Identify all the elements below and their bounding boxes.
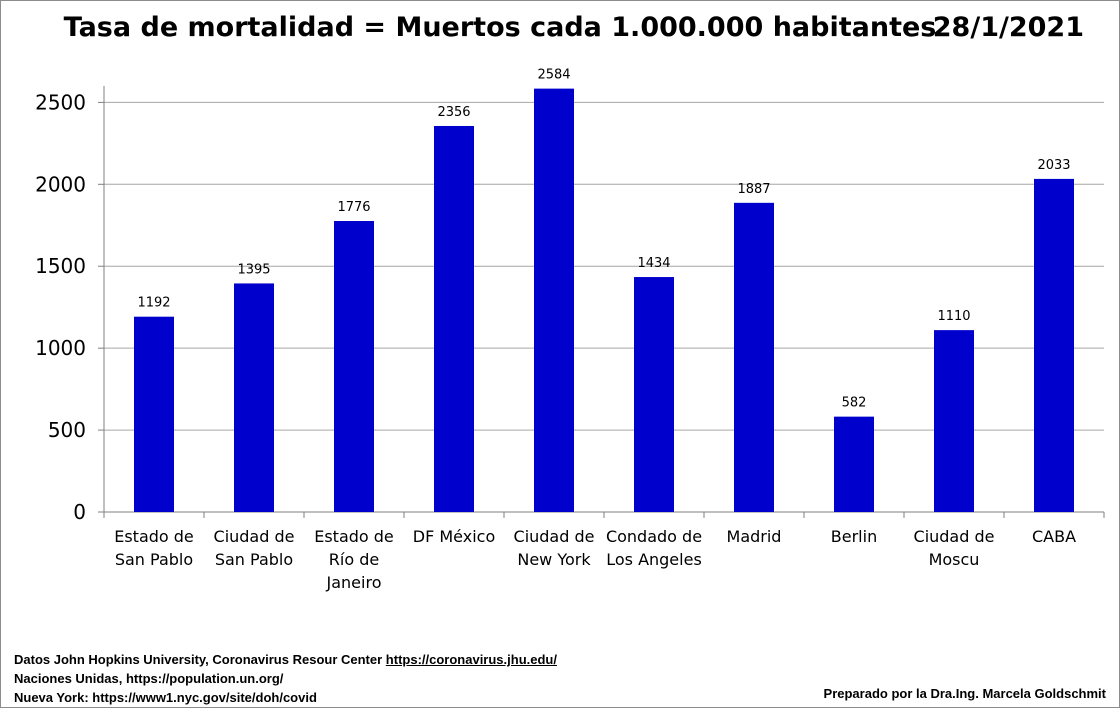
bar [834,416,874,512]
data-label: 1192 [137,296,170,311]
chart-title: Tasa de mortalidad = Muertos cada 1.000.… [63,12,937,43]
x-tick-label: Ciudad de Moscu [914,527,995,569]
source-jhu: Datos John Hopkins University, Coronavir… [14,652,386,667]
data-label: 1776 [337,200,370,215]
data-label: 1887 [737,182,770,197]
bar [934,330,974,512]
source-line-1: Datos John Hopkins University, Coronavir… [14,650,557,669]
bar [434,125,474,513]
y-tick-label: 2500 [35,90,86,114]
x-tick-label: Berlin [831,527,877,546]
x-tick-label: Estado de San Pablo [114,527,194,569]
x-tick-label: Estado de Río de Janeiro [314,527,394,592]
source-line-2: Naciones Unidas, https://population.un.o… [14,671,284,686]
source-jhu-link[interactable]: https://coronavirus.jhu.edu/ [385,652,557,667]
author-credit: Preparado por la Dra.Ing. Marcela Goldsc… [823,686,1106,701]
x-tick-label: Madrid [727,527,782,546]
x-tick-label: Condado de Los Angeles [606,527,702,569]
bar [1034,178,1074,513]
y-tick-label: 500 [48,418,86,442]
y-tick-label: 1500 [35,254,86,278]
bar [634,277,674,512]
x-tick-label: Ciudad de San Pablo [214,527,295,569]
chart-date: 28/1/2021 [932,12,1084,43]
bar [134,316,174,512]
data-sources: Datos John Hopkins University, Coronavir… [14,650,557,707]
data-label: 2584 [537,68,570,83]
x-tick-label: CABA [1032,527,1076,546]
data-label: 1110 [937,309,970,324]
x-tick-label: Ciudad de New York [514,527,595,569]
bar [334,221,374,513]
data-label: 1395 [237,262,270,277]
x-tick-label: DF México [413,527,495,546]
y-tick-label: 0 [73,500,86,524]
bar [734,202,774,512]
bar [534,88,574,513]
y-tick-label: 1000 [35,336,86,360]
data-label: 1434 [637,256,670,271]
source-line-3: Nueva York: https://www1.nyc.gov/site/do… [14,690,317,705]
bar [234,283,274,512]
data-label: 2356 [437,105,470,120]
y-tick-label: 2000 [35,172,86,196]
data-label: 2033 [1037,158,1070,173]
data-label: 582 [842,396,867,411]
